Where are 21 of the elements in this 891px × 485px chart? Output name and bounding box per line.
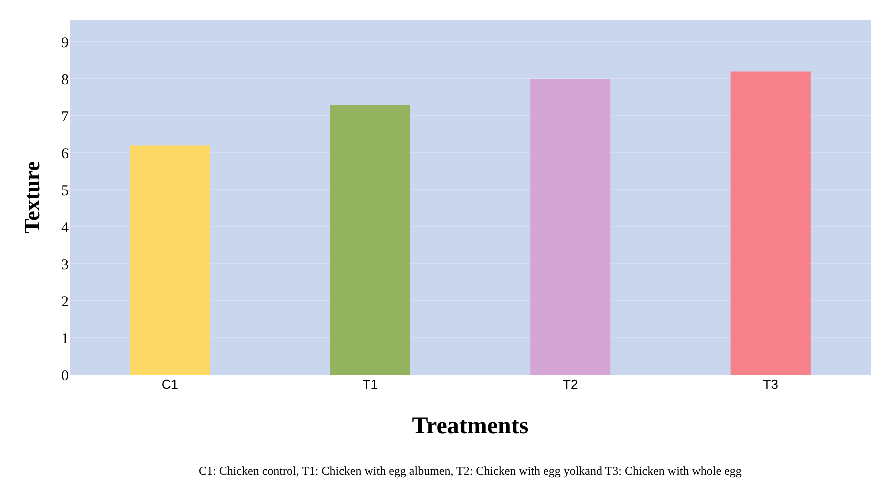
- bar: [730, 72, 811, 375]
- y-tick-label: 9: [62, 35, 69, 52]
- y-tick-label: 5: [62, 183, 69, 200]
- y-tick-label: 1: [62, 331, 69, 348]
- y-tick-label: 2: [62, 294, 69, 310]
- y-tick-label: 0: [62, 368, 69, 384]
- x-tick-label: C1: [162, 377, 178, 392]
- bar: [530, 79, 611, 375]
- y-tick-label: 8: [62, 72, 69, 88]
- bar: [330, 105, 410, 375]
- text: C1: Chicken control, T1: Chicken with egg albumen, T2: Chicken with egg yolkand T3: Chicken with whole egg: [199, 464, 742, 478]
- x-tick-label: T1: [362, 377, 378, 392]
- y-axis-title: Texture: [19, 161, 44, 234]
- bar: [130, 146, 210, 375]
- y-tick-label: 6: [62, 146, 70, 162]
- x-tick-label: T3: [763, 377, 778, 392]
- x-tick-label: T2: [563, 377, 578, 392]
- y-tick-label: 7: [62, 109, 70, 126]
- y-tick-label: 3: [62, 257, 69, 274]
- x-axis-title: Treatments: [412, 413, 529, 440]
- y-tick-label: 4: [62, 220, 70, 236]
